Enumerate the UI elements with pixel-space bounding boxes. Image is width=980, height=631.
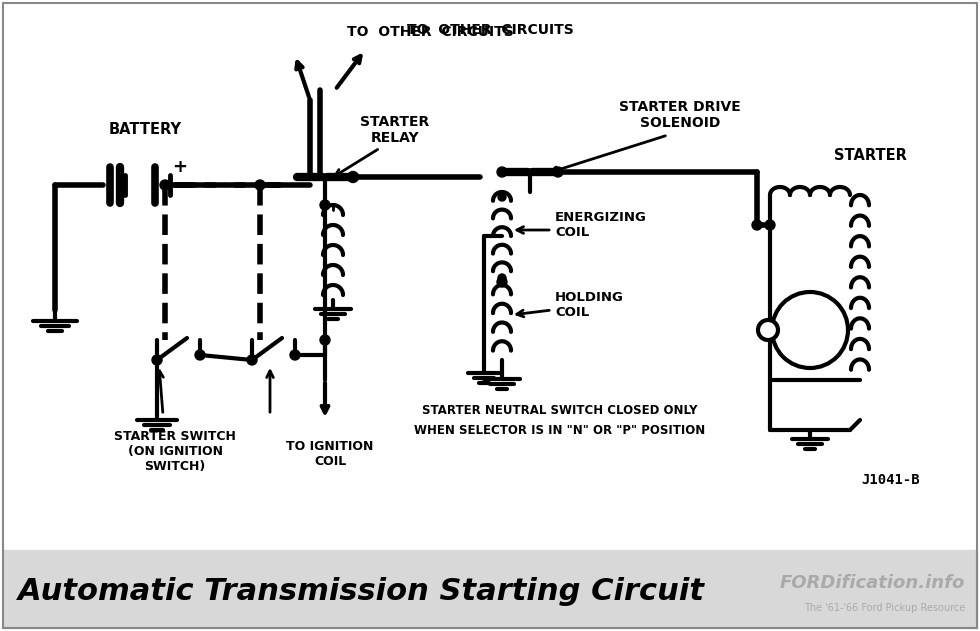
Circle shape — [255, 180, 265, 190]
Text: J1041-B: J1041-B — [861, 473, 920, 487]
Text: STARTER
RELAY: STARTER RELAY — [361, 115, 429, 145]
Circle shape — [320, 335, 330, 345]
Circle shape — [498, 193, 506, 201]
Circle shape — [320, 200, 330, 210]
Circle shape — [553, 167, 563, 177]
Circle shape — [498, 274, 506, 282]
Circle shape — [497, 167, 507, 177]
Text: The '61-'66 Ford Pickup Resource: The '61-'66 Ford Pickup Resource — [804, 603, 965, 613]
Text: TO IGNITION
COIL: TO IGNITION COIL — [286, 440, 373, 468]
Text: STARTER NEUTRAL SWITCH CLOSED ONLY: STARTER NEUTRAL SWITCH CLOSED ONLY — [422, 403, 698, 416]
Circle shape — [247, 355, 257, 365]
Text: HOLDING
COIL: HOLDING COIL — [555, 291, 624, 319]
Text: FORDification.info: FORDification.info — [780, 574, 965, 592]
Circle shape — [772, 292, 848, 368]
Circle shape — [195, 350, 205, 360]
Circle shape — [765, 220, 775, 230]
Circle shape — [348, 172, 359, 182]
Text: TO  OTHER  CIRCUITS: TO OTHER CIRCUITS — [347, 25, 514, 39]
Text: Automatic Transmission Starting Circuit: Automatic Transmission Starting Circuit — [18, 577, 705, 606]
Text: STARTER: STARTER — [834, 148, 907, 163]
Circle shape — [497, 277, 507, 287]
Circle shape — [752, 220, 762, 230]
Circle shape — [152, 355, 162, 365]
Text: TO  OTHER  CIRCUITS: TO OTHER CIRCUITS — [407, 23, 573, 37]
Text: +: + — [172, 158, 187, 176]
Text: STARTER DRIVE
SOLENOID: STARTER DRIVE SOLENOID — [619, 100, 741, 130]
Bar — [3, 550, 977, 628]
Circle shape — [758, 320, 778, 340]
Circle shape — [290, 350, 300, 360]
Text: −: − — [80, 175, 99, 195]
Circle shape — [160, 180, 170, 190]
Text: BATTERY: BATTERY — [109, 122, 181, 138]
Text: ENERGIZING
COIL: ENERGIZING COIL — [555, 211, 647, 239]
Text: STARTER SWITCH
(ON IGNITION
SWITCH): STARTER SWITCH (ON IGNITION SWITCH) — [114, 430, 236, 473]
Text: WHEN SELECTOR IS IN "N" OR "P" POSITION: WHEN SELECTOR IS IN "N" OR "P" POSITION — [415, 423, 706, 437]
